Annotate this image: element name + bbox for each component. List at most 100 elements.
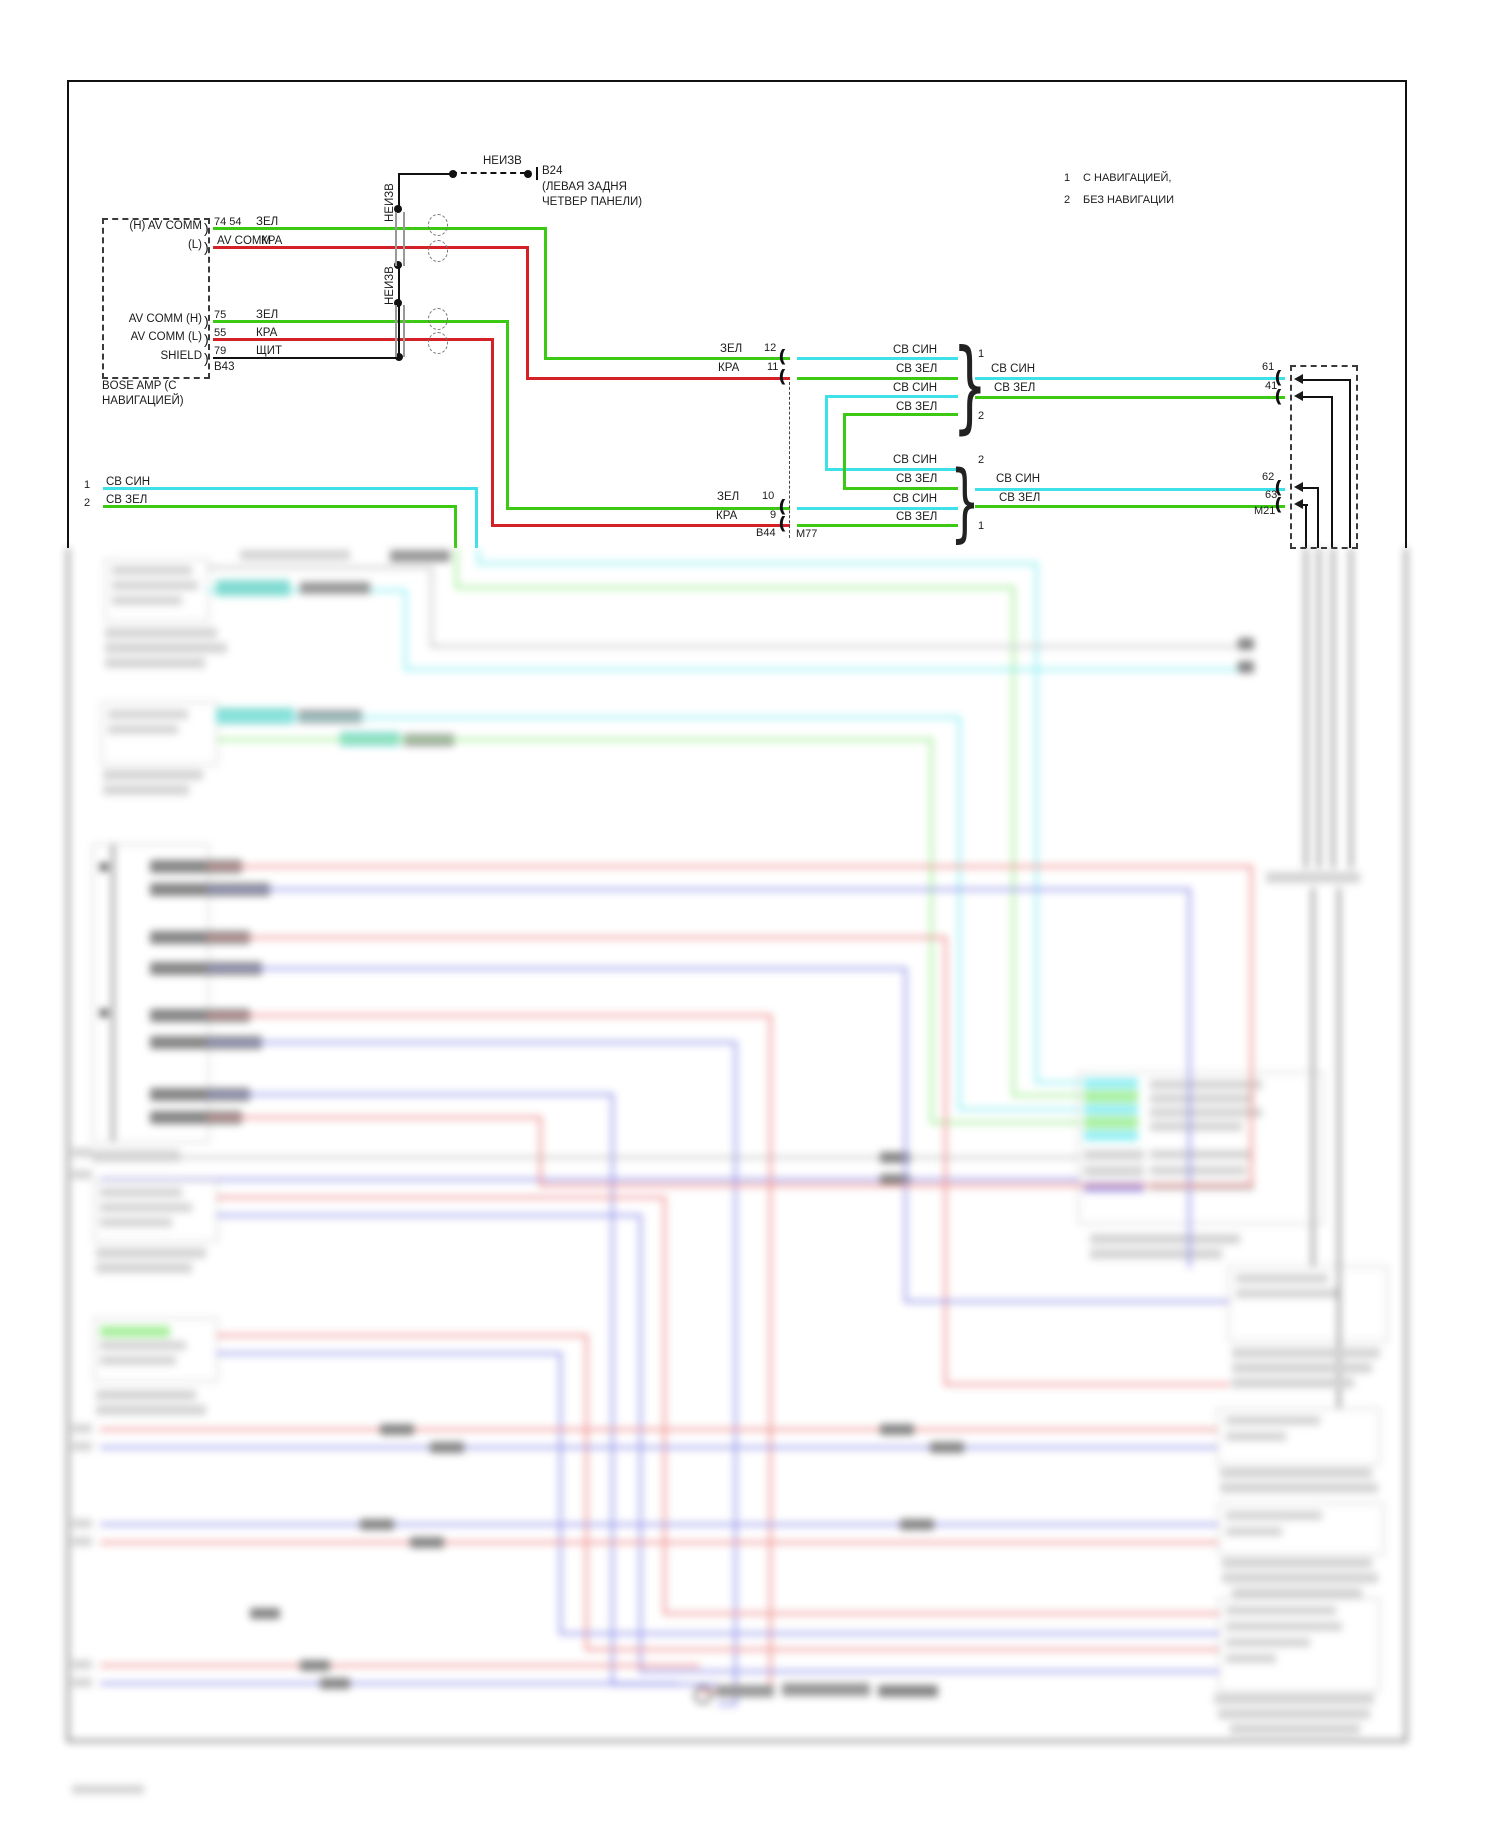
junction-dot bbox=[394, 299, 402, 307]
pin-label: AV COMM (L) bbox=[130, 331, 202, 343]
blurred-wire bbox=[216, 716, 960, 719]
blurred-wire bbox=[112, 844, 114, 1141]
wire-segment bbox=[1303, 379, 1351, 381]
blurred-wire bbox=[410, 1537, 444, 1548]
blurred-wire bbox=[611, 1093, 614, 1685]
wire-segment bbox=[797, 357, 958, 360]
twisted-pair-symbol bbox=[403, 212, 405, 266]
wire-color-label: СВ ЗЕЛ bbox=[999, 492, 1041, 504]
blurred-text bbox=[100, 1188, 182, 1197]
variant-tag: 1 bbox=[84, 479, 91, 491]
wire-segment bbox=[797, 507, 958, 510]
connector-code: B44 bbox=[756, 527, 776, 539]
blurred-text bbox=[1226, 1622, 1342, 1631]
wire-color-label: СВ СИН bbox=[893, 382, 938, 394]
pin-number: 75 bbox=[214, 309, 227, 321]
wire-color-label: ЗЕЛ bbox=[717, 491, 740, 503]
blurred-wire bbox=[900, 1519, 934, 1530]
blurred-text bbox=[112, 581, 198, 590]
blurred-wire bbox=[100, 1326, 170, 1337]
blurred-box bbox=[1218, 1598, 1380, 1692]
blurred-wire bbox=[559, 1352, 562, 1634]
blurred-wire bbox=[539, 1116, 542, 1186]
connector-arcs: (( bbox=[1275, 386, 1283, 405]
twisted-pair-symbol bbox=[428, 308, 448, 330]
blurred-box bbox=[94, 1180, 218, 1242]
wire-segment bbox=[398, 265, 400, 305]
blurred-text bbox=[96, 1248, 206, 1258]
arrow-icon bbox=[1294, 499, 1303, 509]
wire-segment bbox=[1331, 396, 1333, 548]
blurred-wiring-section bbox=[0, 548, 1500, 1828]
bose-caption-line2: НАВИГАЦИЕЙ) bbox=[102, 395, 184, 407]
blurred-text bbox=[72, 1678, 92, 1687]
blurred-wire bbox=[100, 1541, 1218, 1544]
blurred-wire bbox=[360, 1519, 394, 1530]
blurred-text bbox=[1226, 1654, 1276, 1663]
blurred-wire bbox=[216, 1352, 562, 1355]
blurred-text bbox=[112, 566, 192, 575]
wire-color-label: КРА bbox=[716, 510, 738, 522]
blurred-wire bbox=[1350, 548, 1352, 868]
blurred-wire bbox=[207, 1093, 614, 1096]
blurred-wire bbox=[207, 967, 907, 970]
blurred-box bbox=[1218, 1503, 1384, 1555]
blurred-box bbox=[1078, 1072, 1324, 1224]
pin-number: 11 bbox=[767, 361, 779, 373]
wire-color-label: СВ СИН bbox=[893, 454, 938, 466]
blurred-text bbox=[100, 1356, 176, 1365]
blurred-wire bbox=[216, 1334, 588, 1337]
blurred-text bbox=[108, 725, 178, 734]
wire-color-label: СВ ЗЕЛ bbox=[994, 382, 1036, 394]
twisted-pair-symbol bbox=[428, 240, 448, 262]
blurred-wire bbox=[1338, 888, 1340, 1408]
wire-segment bbox=[843, 413, 846, 490]
legend-item1-number: 1 bbox=[1064, 172, 1071, 184]
blurred-wire bbox=[539, 1184, 1253, 1187]
pin-label: AV COMM (H) bbox=[128, 313, 202, 325]
blurred-wire bbox=[216, 738, 932, 741]
blurred-text bbox=[240, 550, 350, 560]
wire-segment bbox=[491, 338, 494, 527]
pin-number: 12 bbox=[764, 342, 777, 354]
twisted-pair-symbol bbox=[428, 214, 448, 236]
blurred-wire bbox=[958, 716, 961, 1111]
legend-item1-text: С НАВИГАЦИЕЙ, bbox=[1083, 172, 1172, 184]
blurred-wire bbox=[585, 1334, 588, 1650]
blurred-wire bbox=[207, 566, 432, 569]
wire-segment bbox=[213, 246, 529, 249]
merge-brace: } bbox=[952, 327, 988, 444]
pin-number: 63 bbox=[1265, 489, 1278, 501]
blurred-wire bbox=[694, 1686, 712, 1704]
wire-segment bbox=[1405, 80, 1407, 548]
pin-number: 41 bbox=[1265, 380, 1278, 392]
blurred-wire bbox=[1405, 548, 1407, 1742]
pin-number: 79 bbox=[214, 345, 227, 357]
connector-arcs: (( bbox=[779, 496, 787, 515]
wire-segment bbox=[67, 80, 1407, 82]
blurred-wire bbox=[150, 962, 262, 975]
blurred-wire bbox=[1035, 562, 1038, 1084]
blurred-wire bbox=[100, 1523, 1218, 1526]
blurred-wire bbox=[663, 1196, 666, 1614]
blurred-wire bbox=[930, 1442, 964, 1453]
blurred-text bbox=[1226, 1416, 1320, 1425]
blurred-wire bbox=[880, 1152, 910, 1163]
wire-segment bbox=[544, 227, 547, 360]
blurred-wire bbox=[430, 566, 433, 648]
blurred-text bbox=[100, 1218, 172, 1227]
pin-number: 61 bbox=[1262, 361, 1275, 373]
blurred-wire bbox=[207, 865, 1253, 868]
connector-arcs: (( bbox=[779, 346, 787, 365]
junction-dot bbox=[394, 261, 402, 269]
blurred-text bbox=[105, 628, 217, 638]
wire-color-label: СВ ЗЕЛ bbox=[896, 363, 938, 375]
wire-color-label: СВ СИН bbox=[893, 493, 938, 505]
arrow-icon bbox=[1294, 482, 1303, 492]
wire-segment bbox=[506, 320, 509, 510]
blurred-text bbox=[105, 643, 227, 653]
blurred-wire bbox=[930, 738, 933, 1124]
blurred-text bbox=[108, 710, 188, 719]
arrow-icon bbox=[1294, 391, 1303, 401]
wire-color-label: ЗЕЛ bbox=[720, 343, 743, 355]
